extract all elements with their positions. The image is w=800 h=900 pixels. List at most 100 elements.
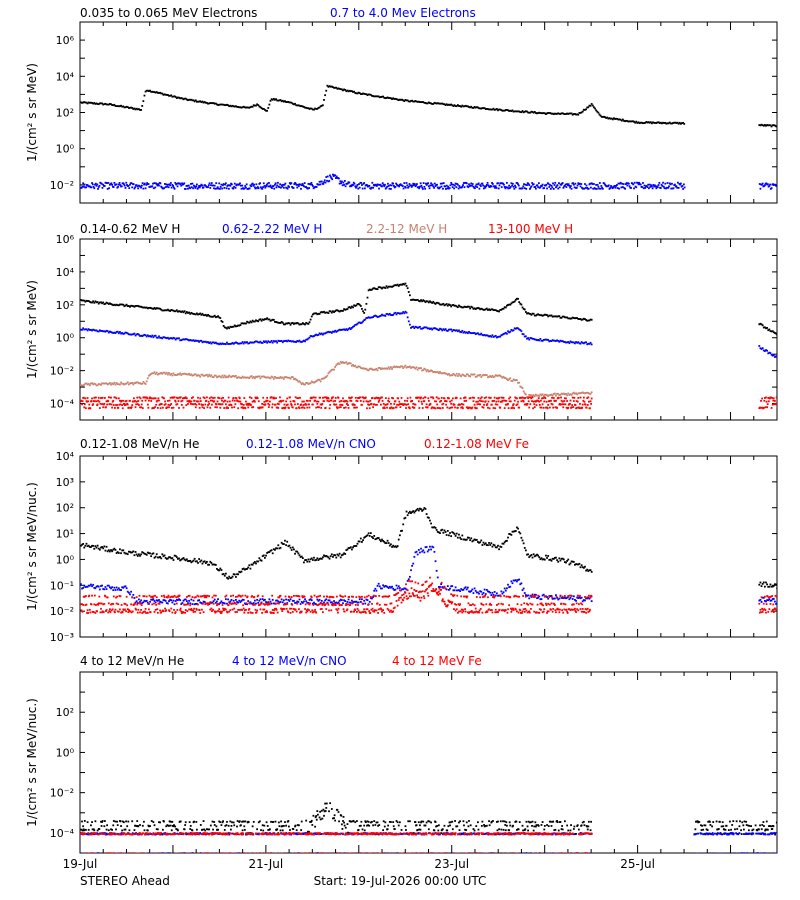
- data-point: [451, 104, 454, 107]
- data-point: [194, 406, 197, 409]
- data-point: [402, 187, 405, 190]
- data-point: [157, 183, 160, 185]
- data-point: [329, 601, 332, 604]
- data-point: [420, 396, 422, 399]
- data-point: [80, 299, 82, 301]
- data-point: [461, 306, 464, 309]
- data-point: [478, 107, 480, 110]
- data-point: [367, 289, 370, 292]
- data-point: [160, 403, 163, 405]
- data-point: [505, 399, 508, 402]
- data-point: [634, 121, 637, 124]
- data-point: [490, 108, 493, 111]
- data-point: [586, 397, 589, 400]
- data-point: [437, 586, 440, 588]
- data-point: [546, 112, 548, 115]
- data-point: [159, 372, 161, 375]
- data-point: [89, 407, 92, 410]
- data-point: [776, 125, 777, 128]
- data-point: [373, 368, 376, 371]
- data-point: [384, 97, 387, 100]
- data-point: [189, 402, 192, 405]
- data-point: [326, 179, 328, 182]
- data-point: [143, 183, 145, 186]
- data-point: [453, 104, 456, 107]
- data-point: [197, 339, 199, 342]
- data-point: [279, 322, 282, 324]
- data-point: [264, 186, 267, 189]
- data-point: [82, 182, 85, 185]
- data-point: [512, 579, 515, 582]
- data-point: [93, 301, 96, 304]
- data-point: [107, 382, 110, 385]
- data-point: [417, 326, 420, 329]
- data-point: [374, 314, 377, 317]
- data-point: [510, 533, 513, 536]
- data-point: [123, 551, 126, 554]
- data-point: [387, 97, 390, 99]
- data-points: [80, 507, 777, 614]
- data-point: [436, 371, 439, 373]
- data-point: [365, 535, 368, 537]
- data-point: [487, 334, 489, 337]
- data-point: [376, 584, 379, 587]
- data-point: [579, 396, 582, 399]
- data-point: [288, 186, 290, 188]
- data-point: [108, 403, 111, 406]
- data-point: [423, 101, 426, 104]
- data-point: [253, 399, 256, 402]
- data-point: [636, 122, 639, 124]
- data-point: [559, 559, 562, 562]
- data-point: [326, 175, 329, 178]
- data-point: [543, 187, 545, 189]
- data-point: [379, 368, 382, 371]
- data-point: [462, 403, 465, 406]
- data-point: [115, 404, 117, 406]
- data-point: [166, 557, 169, 560]
- data-point: [502, 307, 505, 310]
- data-point: [290, 549, 293, 551]
- data-point: [344, 400, 347, 402]
- data-point: [518, 531, 521, 534]
- data-point: [306, 338, 309, 341]
- data-point: [762, 124, 765, 127]
- data-point: [460, 588, 463, 590]
- data-point: [96, 403, 99, 406]
- data-point: [679, 183, 682, 186]
- data-point: [142, 381, 145, 383]
- data-point: [565, 341, 567, 344]
- data-point: [568, 342, 571, 345]
- data-point: [362, 539, 364, 542]
- data-point: [120, 399, 123, 402]
- data-point: [173, 374, 176, 376]
- data-point: [103, 330, 106, 333]
- data-point: [169, 556, 172, 559]
- data-point: [154, 397, 157, 400]
- data-point: [161, 309, 164, 312]
- data-point: [624, 183, 627, 186]
- data-point: [431, 406, 434, 409]
- data-point: [198, 100, 201, 103]
- data-point: [284, 376, 286, 379]
- data-point: [276, 402, 279, 405]
- data-point: [344, 89, 347, 91]
- data-point: [233, 182, 236, 185]
- data-point: [391, 314, 393, 317]
- data-point: [314, 312, 316, 315]
- data-point: [760, 406, 763, 409]
- data-point: [189, 98, 192, 101]
- data-point: [173, 95, 176, 98]
- data-point: [407, 100, 410, 103]
- data-point: [315, 186, 318, 188]
- data-point: [220, 569, 223, 571]
- data-point: [129, 550, 131, 553]
- data-point: [258, 105, 261, 108]
- data-point: [456, 589, 459, 592]
- data-point: [548, 314, 551, 317]
- data-point: [474, 539, 477, 541]
- data-point: [248, 564, 251, 567]
- data-point: [227, 104, 230, 107]
- data-point: [197, 313, 199, 316]
- data-point: [416, 553, 419, 556]
- data-point: [229, 184, 232, 187]
